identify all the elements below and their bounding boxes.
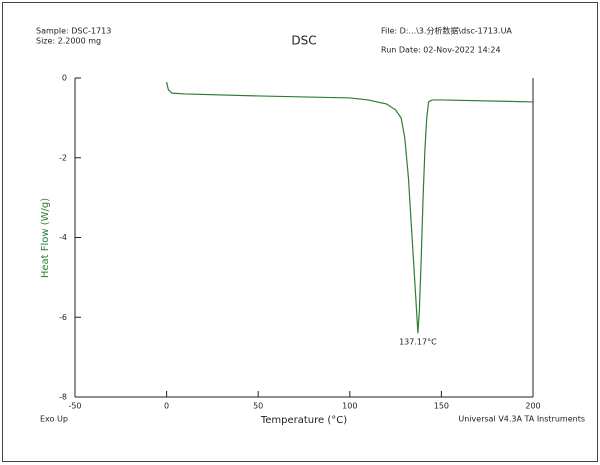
x-tick-label: -50 <box>68 402 81 411</box>
x-tick-label: 200 <box>525 402 540 411</box>
sample: Sample: DSC-1713 <box>36 27 111 36</box>
size: Size: 2.2000 mg <box>36 37 101 46</box>
chart-title: DSC <box>291 34 316 48</box>
file: File: D:...\3.分析数据\dsc-1713.UA <box>381 26 512 36</box>
software: Universal V4.3A TA Instruments <box>458 415 585 424</box>
y-axis-label: Heat Flow (W/g) <box>40 198 51 278</box>
exo-up: Exo Up <box>40 415 68 424</box>
y-tick-label: -4 <box>59 233 67 242</box>
x-tick-label: 50 <box>253 402 263 411</box>
y-tick-label: -8 <box>59 393 67 402</box>
x-tick-label: 150 <box>434 402 449 411</box>
x-tick-label: 0 <box>164 402 169 411</box>
peak-label: 137.17°C <box>399 338 437 347</box>
x-axis-label: Temperature (°C) <box>260 415 347 426</box>
y-tick-label: 0 <box>62 74 67 83</box>
y-tick-label: -6 <box>59 313 67 322</box>
run-date: Run Date: 02-Nov-2022 14:24 <box>381 46 501 55</box>
y-tick-label: -2 <box>59 153 67 162</box>
line <box>166 81 534 334</box>
x-tick-label: 100 <box>342 402 357 411</box>
